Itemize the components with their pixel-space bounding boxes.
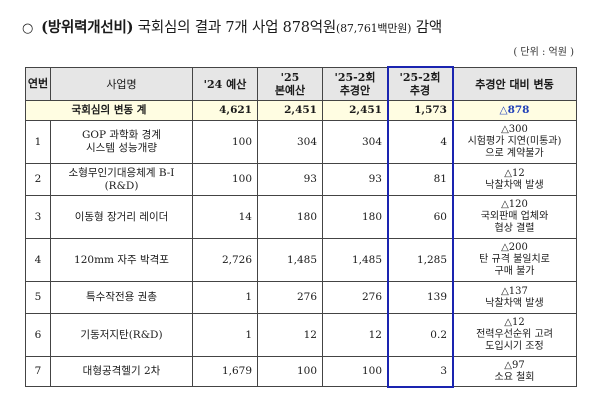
row-name: 120mm 자주 박격포 xyxy=(50,238,193,282)
row-supp-final: 1,285 xyxy=(387,238,453,282)
header-no: 연번 xyxy=(25,67,51,101)
summary-row: 국회심의 변동 계 4,621 2,451 2,451 1,573 △878 xyxy=(25,100,577,121)
table-row: 4 120mm 자주 박격포 2,726 1,485 1,485 1,285 △… xyxy=(25,238,577,282)
title-category: (방위력개선비) xyxy=(41,19,134,36)
row-change: △137 낙찰차액 발생 xyxy=(452,281,577,314)
title-end: 감액 xyxy=(415,20,442,36)
row-budget24: 14 xyxy=(192,195,258,239)
row-no: 4 xyxy=(25,238,51,282)
header-supp-final: '25-2회 추경 xyxy=(387,67,453,101)
row-change: △300 시험평가 지연(미통과) 으로 계약불가 xyxy=(452,120,577,164)
row-budget25: 180 xyxy=(257,195,323,239)
row-supp-final: 139 xyxy=(387,281,453,314)
row-supp-plan: 1,485 xyxy=(322,238,388,282)
header-budget24: '24 예산 xyxy=(192,67,258,101)
row-change: △12 낙찰차액 발생 xyxy=(452,163,577,196)
row-no: 6 xyxy=(25,313,51,357)
row-name: 특수작전용 권총 xyxy=(50,281,193,314)
row-name: 소형무인기대응체계 B-I (R&D) xyxy=(50,163,193,196)
row-supp-plan: 100 xyxy=(322,356,388,387)
row-supp-final: 60 xyxy=(387,195,453,239)
row-supp-plan: 180 xyxy=(322,195,388,239)
table-row: 6 기동저지탄(R&D) 1 12 12 0.2 △12 전력우선순위 고려 도입시… xyxy=(25,313,577,357)
row-budget25: 12 xyxy=(257,313,323,357)
row-change: △200 탄 규격 불일치로 구매 불가 xyxy=(452,238,577,282)
row-name: 대형공격헬기 2차 xyxy=(50,356,193,387)
table-row: 5 특수작전용 권총 1 276 276 139 △137 낙찰차액 발생 xyxy=(25,281,577,314)
title-paren: (87,761백만원) xyxy=(336,22,412,35)
row-supp-final: 3 xyxy=(387,356,453,387)
row-budget24: 1,679 xyxy=(192,356,258,387)
header-supp-plan: '25-2회 추경안 xyxy=(322,67,388,101)
row-supp-final: 0.2 xyxy=(387,313,453,357)
row-no: 2 xyxy=(25,163,51,196)
row-name: 이동형 장거리 레이더 xyxy=(50,195,193,239)
table-row: 3 이동형 장거리 레이더 14 180 180 60 △120 국외판매 업체와… xyxy=(25,195,577,239)
row-supp-plan: 93 xyxy=(322,163,388,196)
summary-label: 국회심의 변동 계 xyxy=(25,100,193,121)
row-supp-final: 4 xyxy=(387,120,453,164)
header-name: 사업명 xyxy=(50,67,193,101)
row-supp-final: 81 xyxy=(387,163,453,196)
row-supp-plan: 12 xyxy=(322,313,388,357)
row-budget24: 100 xyxy=(192,163,258,196)
page-title: ○ (방위력개선비) 국회심의 결과 7개 사업 878억원(87,761백만원)… xyxy=(22,16,442,37)
row-budget24: 1 xyxy=(192,281,258,314)
row-change: △97 소요 철회 xyxy=(452,356,577,387)
row-no: 1 xyxy=(25,120,51,164)
table-row: 1 GOP 과학화 경계 시스템 성능개량 100 304 304 4 △300 시… xyxy=(25,120,577,164)
summary-supp-plan: 2,451 xyxy=(322,100,388,121)
row-supp-plan: 276 xyxy=(322,281,388,314)
table-row: 7 대형공격헬기 2차 1,679 100 100 3 △97 소요 철회 xyxy=(25,356,577,387)
row-budget25: 304 xyxy=(257,120,323,164)
row-budget25: 276 xyxy=(257,281,323,314)
row-budget25: 1,485 xyxy=(257,238,323,282)
summary-budget25: 2,451 xyxy=(257,100,323,121)
row-budget24: 1 xyxy=(192,313,258,357)
summary-budget24: 4,621 xyxy=(192,100,258,121)
row-budget25: 93 xyxy=(257,163,323,196)
row-name: 기동저지탄(R&D) xyxy=(50,313,193,357)
row-budget24: 100 xyxy=(192,120,258,164)
header-budget25: '25 본예산 xyxy=(257,67,323,101)
row-change: △120 국외판매 업체와 협상 결렬 xyxy=(452,195,577,239)
budget-table: 연번 사업명 '24 예산 '25 본예산 '25-2회 추경안 '25-2회 추경 … xyxy=(25,67,577,387)
header-change: 추경안 대비 변동 xyxy=(452,67,577,101)
row-no: 7 xyxy=(25,356,51,387)
row-no: 5 xyxy=(25,281,51,314)
header-row: 연번 사업명 '24 예산 '25 본예산 '25-2회 추경안 '25-2회 추경 … xyxy=(25,67,577,101)
row-no: 3 xyxy=(25,195,51,239)
bullet-icon: ○ xyxy=(22,21,34,36)
row-budget25: 100 xyxy=(257,356,323,387)
table-row: 2 소형무인기대응체계 B-I (R&D) 100 93 93 81 △12 낙찰차… xyxy=(25,163,577,196)
row-budget24: 2,726 xyxy=(192,238,258,282)
row-supp-plan: 304 xyxy=(322,120,388,164)
row-change: △12 전력우선순위 고려 도입시기 조정 xyxy=(452,313,577,357)
summary-supp-final: 1,573 xyxy=(387,100,453,121)
unit-label: ( 단위 : 억원 ) xyxy=(513,47,574,58)
title-main: 국회심의 결과 7개 사업 878억원 xyxy=(137,20,337,36)
summary-change: △878 xyxy=(452,100,577,121)
row-name: GOP 과학화 경계 시스템 성능개량 xyxy=(50,120,193,164)
